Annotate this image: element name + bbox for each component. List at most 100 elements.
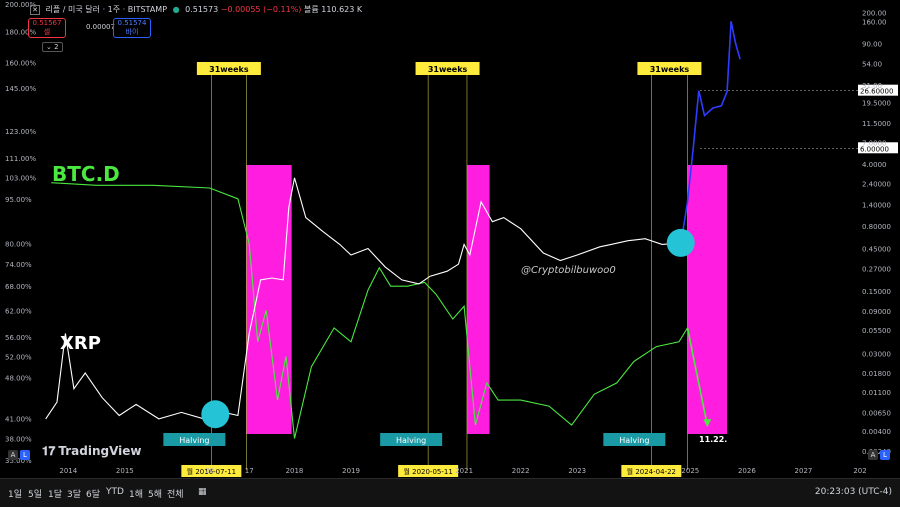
left-tick-label: 200.00% xyxy=(5,1,36,9)
left-log-scale-button[interactable]: L xyxy=(20,450,30,460)
indicator-collapse-button[interactable]: ⌄ 2 xyxy=(42,42,63,52)
halving-date-label: 월 2024-04-22 xyxy=(627,467,676,476)
x-tick-label: 2023 xyxy=(568,467,586,475)
right-tick-label: 19.5000 xyxy=(862,100,891,108)
timeframe-1d[interactable]: 1일 xyxy=(8,490,23,500)
right-tick-label: 0.45000 xyxy=(862,245,891,253)
timeframe-ytd[interactable]: YTD xyxy=(106,487,124,497)
timeframe-1m[interactable]: 1달 xyxy=(48,490,63,500)
calendar-icon[interactable]: ▦ xyxy=(198,487,207,497)
symbol-title[interactable]: 리플 / 미국 달러 · 1주 · BITSTAMP xyxy=(45,5,168,14)
left-tick-label: 48.00% xyxy=(5,374,32,382)
right-auto-scale-button[interactable]: A xyxy=(868,450,878,460)
left-tick-label: 111.00% xyxy=(5,155,36,163)
halving-highlight-circle xyxy=(666,228,695,257)
x-tick-label: 2019 xyxy=(342,467,360,475)
close-icon[interactable]: ✕ xyxy=(30,5,40,15)
left-tick-label: 35.00% xyxy=(5,457,32,465)
indicator-count: 2 xyxy=(54,43,59,51)
x-tick-label: 20 xyxy=(205,467,214,475)
right-tick-label: 4.0000 xyxy=(862,161,887,169)
halving-label: Halving xyxy=(179,436,209,445)
sell-button[interactable]: 0.51567 셀 xyxy=(28,18,66,38)
highlight-band xyxy=(466,165,490,434)
cycle-label: 31weeks xyxy=(428,65,468,74)
xrp-label: XRP xyxy=(60,333,101,354)
right-tick-label: 0.09000 xyxy=(862,308,891,316)
right-tick-label: 1.40000 xyxy=(862,202,891,210)
tradingview-logo: 𝟏𝟕 TradingView xyxy=(42,444,142,459)
projection-arrow-icon xyxy=(703,419,712,428)
left-tick-label: 123.00% xyxy=(5,128,36,136)
left-tick-label: 56.00% xyxy=(5,334,32,342)
bottom-toolbar: 1일 5일 1달 3달 6달 YTD 1해 5해 전체 ▦ 20:23:03 (… xyxy=(0,478,900,507)
x-axis: 2014 2015 20 17 2018 2019 2021 2022 2023 2025 2026… xyxy=(59,467,866,475)
left-auto-scale-button[interactable]: A xyxy=(8,450,18,460)
right-tick-label: 90.00 xyxy=(862,41,882,49)
right-tick-label: 0.03000 xyxy=(862,350,891,358)
x-tick-label: 2015 xyxy=(116,467,134,475)
price-marker-box xyxy=(858,142,898,154)
cycle-label-box xyxy=(196,62,261,75)
left-tick-label: 62.00% xyxy=(5,307,32,315)
halving-highlight-circle xyxy=(201,400,230,429)
timeframe-3m[interactable]: 3달 xyxy=(67,490,82,500)
timeframe-5y[interactable]: 5해 xyxy=(148,490,163,500)
halving-date-box xyxy=(398,465,459,477)
price-marker-label: 6.00000 xyxy=(860,145,889,153)
x-tick-label: 2027 xyxy=(795,467,813,475)
right-tick-label: 11.5000 xyxy=(862,120,891,128)
left-axis: 200.00% 180.00% 160.00% 145.00% 123.00% 111.0… xyxy=(5,1,36,465)
right-tick-label: 0.05500 xyxy=(862,327,891,335)
series-line xyxy=(45,177,682,420)
price-marker-label: 26.60000 xyxy=(860,88,893,96)
market-status-icon: ● xyxy=(172,5,180,14)
x-tick-label: 17 xyxy=(245,467,254,475)
buy-button[interactable]: 0.51574 바이 xyxy=(113,18,151,38)
right-tick-label: 160.00 xyxy=(862,18,887,26)
timeframe-1y[interactable]: 1해 xyxy=(129,490,144,500)
sell-price: 0.51567 xyxy=(32,19,62,27)
left-tick-label: 103.00% xyxy=(5,175,36,183)
highlight-band xyxy=(687,165,728,434)
cycle-label-box xyxy=(415,62,480,75)
end-annotation: 11.22. xyxy=(699,435,727,444)
left-tick-label: 74.00% xyxy=(5,261,32,269)
right-tick-label: 0.00400 xyxy=(862,428,891,436)
timeframe-all[interactable]: 전체 xyxy=(167,490,184,500)
watermark: @Cryptobilbuwoo0 xyxy=(521,265,616,276)
halving-date-label: 월 2016-07-11 xyxy=(187,467,236,476)
x-tick-label: 2014 xyxy=(59,467,77,475)
x-tick-label: 2026 xyxy=(738,467,756,475)
highlight-band xyxy=(246,165,292,434)
timeframe-6m[interactable]: 6달 xyxy=(86,490,101,500)
halving-label: Halving xyxy=(396,436,426,445)
price-change: −0.00055 (−0.11%) xyxy=(220,5,302,14)
sell-label: 셀 xyxy=(43,28,51,36)
right-log-scale-button[interactable]: L xyxy=(880,450,890,460)
price-marker-box xyxy=(858,84,898,96)
right-tick-label: 2.40000 xyxy=(862,181,891,189)
left-tick-label: 95.00% xyxy=(5,196,32,204)
halving-label-box xyxy=(603,433,666,446)
timeframe-5d[interactable]: 5일 xyxy=(28,490,43,500)
logo-text: TradingView xyxy=(58,444,142,458)
left-tick-label: 180.00% xyxy=(5,29,36,37)
chevron-down-icon: ⌄ xyxy=(46,43,52,51)
halving-date-label: 월 2020-05-11 xyxy=(403,467,452,476)
x-tick-label: 2022 xyxy=(512,467,530,475)
right-tick-label: 0.80000 xyxy=(862,223,891,231)
halving-date-box xyxy=(621,465,682,477)
right-tick-label: 31.00 xyxy=(862,82,882,90)
series-layer xyxy=(45,21,741,439)
left-tick-label: 68.00% xyxy=(5,283,32,291)
halving-label: Halving xyxy=(619,436,649,445)
volume-value: 110.623 K xyxy=(321,5,363,14)
left-tick-label: 52.00% xyxy=(5,353,32,361)
cycle-label: 31weeks xyxy=(650,65,690,74)
right-tick-label: 54.00 xyxy=(862,60,882,68)
right-tick-label: 200.00 xyxy=(862,10,887,18)
right-tick-label: 0.00650 xyxy=(862,409,891,417)
